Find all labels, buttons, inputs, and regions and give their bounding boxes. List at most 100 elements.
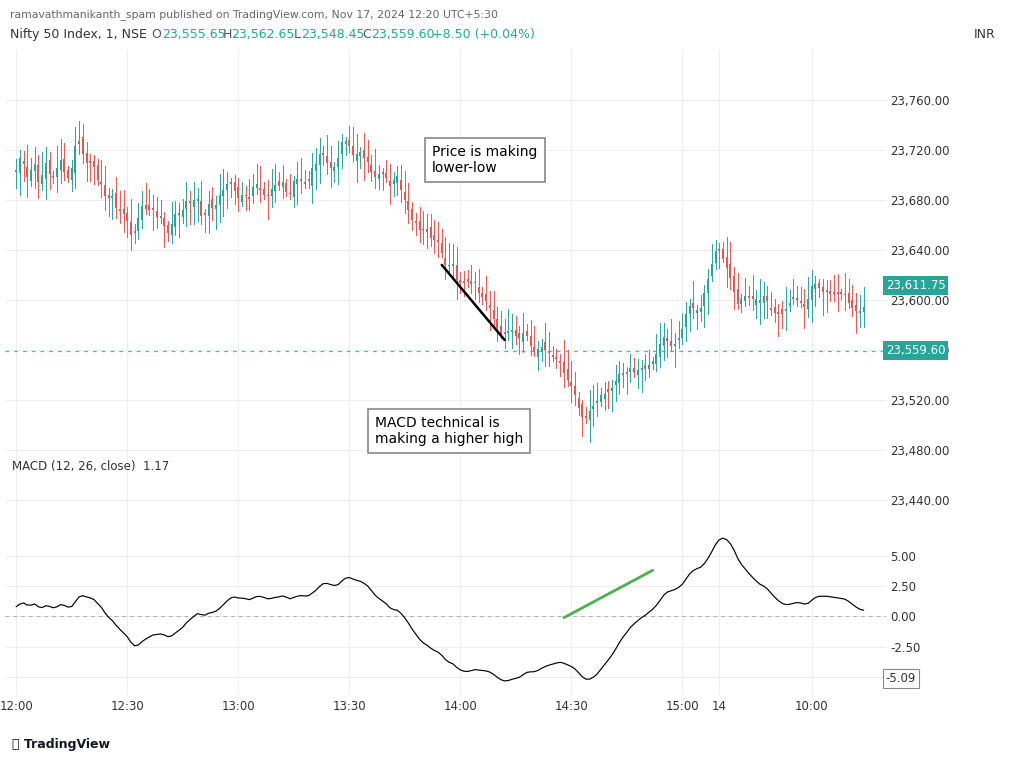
Bar	[348, 141, 350, 147]
Bar	[167, 225, 169, 233]
Bar	[456, 264, 458, 280]
Bar	[52, 176, 54, 178]
Bar	[552, 355, 554, 356]
Bar	[171, 223, 173, 235]
Bar	[89, 161, 91, 163]
Bar	[804, 304, 805, 307]
Bar	[578, 398, 580, 408]
Bar	[248, 197, 250, 198]
Bar	[334, 167, 336, 171]
Bar	[359, 153, 361, 156]
Bar	[307, 179, 309, 181]
Text: INR: INR	[974, 28, 995, 41]
Bar	[123, 209, 125, 214]
Bar	[419, 221, 421, 230]
Text: ⧈ TradingView: ⧈ TradingView	[12, 738, 111, 751]
Bar	[733, 276, 735, 292]
Bar	[148, 205, 151, 210]
Bar	[663, 337, 665, 346]
Bar	[278, 181, 280, 185]
Bar	[15, 169, 17, 172]
Bar	[622, 373, 624, 375]
Bar	[282, 182, 284, 186]
Text: +8.50 (+0.04%): +8.50 (+0.04%)	[432, 28, 535, 41]
Bar	[252, 187, 254, 196]
Bar	[559, 360, 561, 363]
Bar	[364, 150, 365, 157]
Bar	[449, 264, 451, 267]
Bar	[219, 195, 221, 205]
Bar	[267, 195, 269, 196]
Bar	[86, 153, 87, 163]
Bar	[355, 154, 357, 161]
Bar	[400, 179, 402, 190]
Bar	[59, 160, 61, 170]
Bar	[555, 356, 557, 359]
Bar	[637, 370, 639, 375]
Bar	[570, 382, 572, 386]
Bar	[774, 307, 776, 313]
Bar	[614, 382, 616, 385]
Bar	[859, 311, 861, 313]
Bar	[829, 291, 831, 294]
Text: 23,611.75: 23,611.75	[886, 279, 945, 292]
Bar	[703, 293, 706, 306]
Text: MACD (12, 26, close)  1.17: MACD (12, 26, close) 1.17	[12, 460, 170, 473]
Bar	[411, 209, 413, 220]
Bar	[736, 289, 738, 304]
Bar	[766, 296, 768, 301]
Bar	[18, 158, 20, 173]
Bar	[137, 218, 139, 231]
Bar	[811, 287, 813, 299]
Bar	[185, 201, 187, 208]
Bar	[211, 199, 213, 207]
Bar	[263, 189, 265, 195]
Bar	[729, 264, 731, 278]
Bar	[537, 349, 539, 357]
Bar	[430, 227, 432, 238]
Bar	[153, 208, 155, 210]
Bar	[201, 201, 203, 216]
Bar	[470, 280, 472, 283]
Bar	[467, 279, 469, 283]
Bar	[793, 297, 795, 299]
Bar	[511, 330, 513, 332]
Bar	[515, 331, 517, 336]
Bar	[848, 293, 850, 303]
Bar	[115, 193, 117, 207]
Bar	[534, 347, 536, 351]
Bar	[392, 180, 394, 185]
Bar	[163, 218, 165, 226]
Text: 23,559.60: 23,559.60	[371, 28, 434, 41]
Bar	[63, 159, 66, 173]
Text: 23,548.45: 23,548.45	[301, 28, 365, 41]
Bar	[226, 184, 228, 191]
Bar	[108, 195, 110, 198]
Bar	[740, 299, 742, 304]
Text: 23,555.65: 23,555.65	[162, 28, 225, 41]
Bar	[311, 168, 313, 185]
Bar	[459, 280, 461, 283]
Bar	[141, 206, 143, 220]
Bar	[674, 344, 676, 346]
Bar	[296, 179, 298, 185]
Bar	[463, 281, 465, 283]
Bar	[600, 394, 602, 402]
Bar	[352, 146, 354, 156]
Bar	[641, 368, 643, 369]
Bar	[193, 201, 195, 207]
Bar	[644, 365, 646, 369]
Bar	[100, 182, 102, 183]
Bar	[222, 190, 224, 196]
Bar	[744, 296, 746, 301]
Bar	[437, 240, 439, 242]
Bar	[82, 137, 84, 154]
Bar	[433, 235, 435, 239]
Bar	[367, 157, 369, 162]
Bar	[323, 153, 325, 154]
Text: MACD technical is
making a higher high: MACD technical is making a higher high	[375, 416, 523, 446]
Bar	[518, 333, 520, 337]
Bar	[144, 204, 146, 208]
Bar	[800, 302, 802, 303]
Bar	[233, 182, 236, 191]
